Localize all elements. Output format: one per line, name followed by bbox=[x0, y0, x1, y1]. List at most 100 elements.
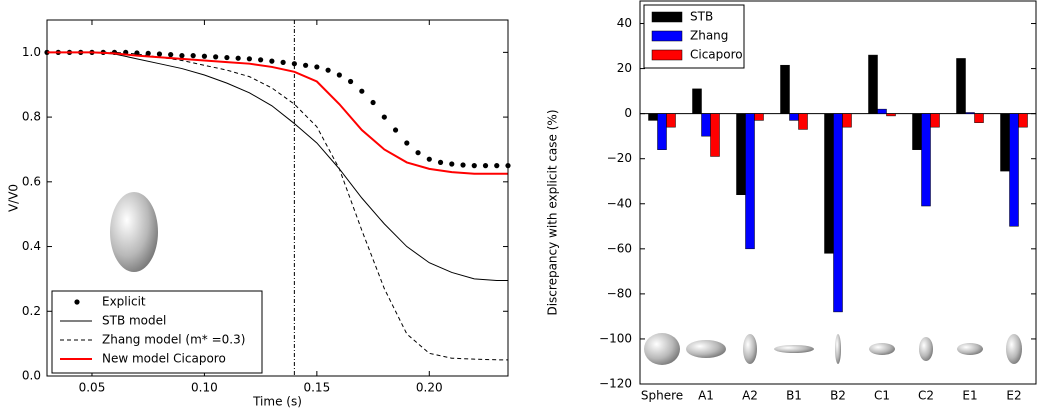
data-point bbox=[258, 57, 264, 63]
y-tick-label: 0 bbox=[624, 106, 632, 120]
bar bbox=[833, 113, 843, 313]
y-tick-label: 0.2 bbox=[22, 304, 41, 318]
y-tick-label: −120 bbox=[599, 377, 632, 391]
legend-label: Zhang model (m* =0.3) bbox=[102, 333, 245, 347]
legend-label: STB bbox=[690, 10, 713, 24]
bar bbox=[868, 54, 878, 114]
legend-swatch bbox=[651, 49, 683, 61]
legend-swatch bbox=[651, 11, 683, 23]
data-point bbox=[415, 150, 421, 156]
data-point bbox=[246, 56, 252, 62]
bar bbox=[701, 113, 711, 137]
bar bbox=[745, 113, 755, 250]
y-tick-label: 40 bbox=[617, 16, 632, 30]
bar bbox=[842, 113, 852, 128]
bar bbox=[710, 113, 720, 157]
bar bbox=[824, 113, 834, 254]
shape-illustration bbox=[110, 192, 158, 272]
x-tick-label: C1 bbox=[874, 389, 890, 403]
bar bbox=[877, 108, 887, 114]
x-tick-label: 0.15 bbox=[303, 381, 330, 395]
bar bbox=[1000, 113, 1010, 172]
shape-illustration bbox=[774, 345, 814, 353]
data-point bbox=[269, 58, 275, 64]
bar bbox=[692, 88, 702, 114]
y-axis-label: Discrepancy with explicit case (%) bbox=[546, 109, 560, 315]
y-tick-label: 0.4 bbox=[22, 239, 41, 253]
shape-illustration bbox=[644, 333, 680, 365]
bar bbox=[666, 113, 676, 128]
legend-label: Explicit bbox=[102, 295, 146, 309]
data-point bbox=[494, 163, 500, 169]
x-tick-label: Sphere bbox=[641, 389, 683, 403]
data-line bbox=[47, 51, 508, 282]
x-tick-label: C2 bbox=[918, 389, 934, 403]
x-tick-label: E1 bbox=[962, 389, 977, 403]
x-tick-label: E2 bbox=[1006, 389, 1021, 403]
legend-label: Cicaporo bbox=[690, 48, 743, 62]
data-point bbox=[404, 140, 410, 146]
bar bbox=[956, 58, 966, 114]
shape-illustration bbox=[1006, 334, 1022, 364]
data-point bbox=[482, 163, 489, 169]
bar bbox=[736, 113, 746, 196]
data-point bbox=[359, 88, 365, 94]
bar bbox=[886, 113, 896, 117]
data-point bbox=[449, 161, 455, 167]
data-point bbox=[471, 163, 477, 169]
data-point bbox=[145, 50, 151, 56]
shape-illustration bbox=[869, 343, 895, 355]
bar bbox=[930, 113, 940, 128]
legend-label: STB model bbox=[102, 314, 166, 328]
data-point bbox=[201, 53, 208, 59]
data-point bbox=[280, 59, 286, 65]
data-point bbox=[303, 62, 309, 68]
bar bbox=[1018, 113, 1028, 128]
x-tick-label: B2 bbox=[830, 389, 846, 403]
y-tick-label: 1.0 bbox=[22, 45, 41, 59]
bar bbox=[912, 113, 922, 150]
data-point bbox=[190, 53, 196, 59]
data-point bbox=[168, 52, 174, 58]
bar bbox=[780, 64, 790, 114]
y-axis-label: V/V0 bbox=[7, 184, 21, 212]
x-tick-label: A2 bbox=[742, 389, 758, 403]
data-point bbox=[426, 156, 432, 162]
y-tick-label: 0.6 bbox=[22, 174, 41, 188]
y-tick-label: −40 bbox=[607, 196, 632, 210]
shape-illustration bbox=[957, 343, 983, 355]
data-point bbox=[381, 114, 387, 120]
data-point bbox=[213, 54, 219, 60]
x-tick-label: 0.05 bbox=[79, 381, 106, 395]
data-line bbox=[47, 51, 508, 361]
bar bbox=[657, 113, 667, 150]
bar bbox=[1009, 113, 1019, 227]
data-point bbox=[156, 51, 163, 57]
data-point bbox=[325, 67, 331, 73]
shape-illustration bbox=[835, 334, 841, 364]
x-tick-label: B1 bbox=[786, 389, 802, 403]
data-point bbox=[437, 159, 444, 165]
data-point bbox=[235, 55, 241, 61]
legend-marker bbox=[74, 299, 80, 305]
x-tick-label: A1 bbox=[698, 389, 714, 403]
plot-frame bbox=[46, 19, 509, 377]
data-point bbox=[291, 61, 297, 67]
y-tick-label: −60 bbox=[607, 241, 632, 255]
x-axis-label: Time (s) bbox=[252, 395, 302, 409]
data-point bbox=[314, 64, 320, 70]
y-tick-label: −100 bbox=[599, 331, 632, 345]
data-point bbox=[179, 53, 185, 59]
bar bbox=[974, 113, 984, 123]
data-point bbox=[370, 99, 376, 106]
legend-label: New model Cicaporo bbox=[102, 352, 226, 366]
y-tick-label: 20 bbox=[617, 61, 632, 75]
data-point bbox=[224, 54, 230, 61]
data-line bbox=[47, 51, 508, 175]
bar bbox=[798, 113, 808, 130]
bar bbox=[921, 113, 931, 207]
data-point bbox=[460, 162, 466, 168]
legend-label: Zhang bbox=[690, 29, 728, 43]
